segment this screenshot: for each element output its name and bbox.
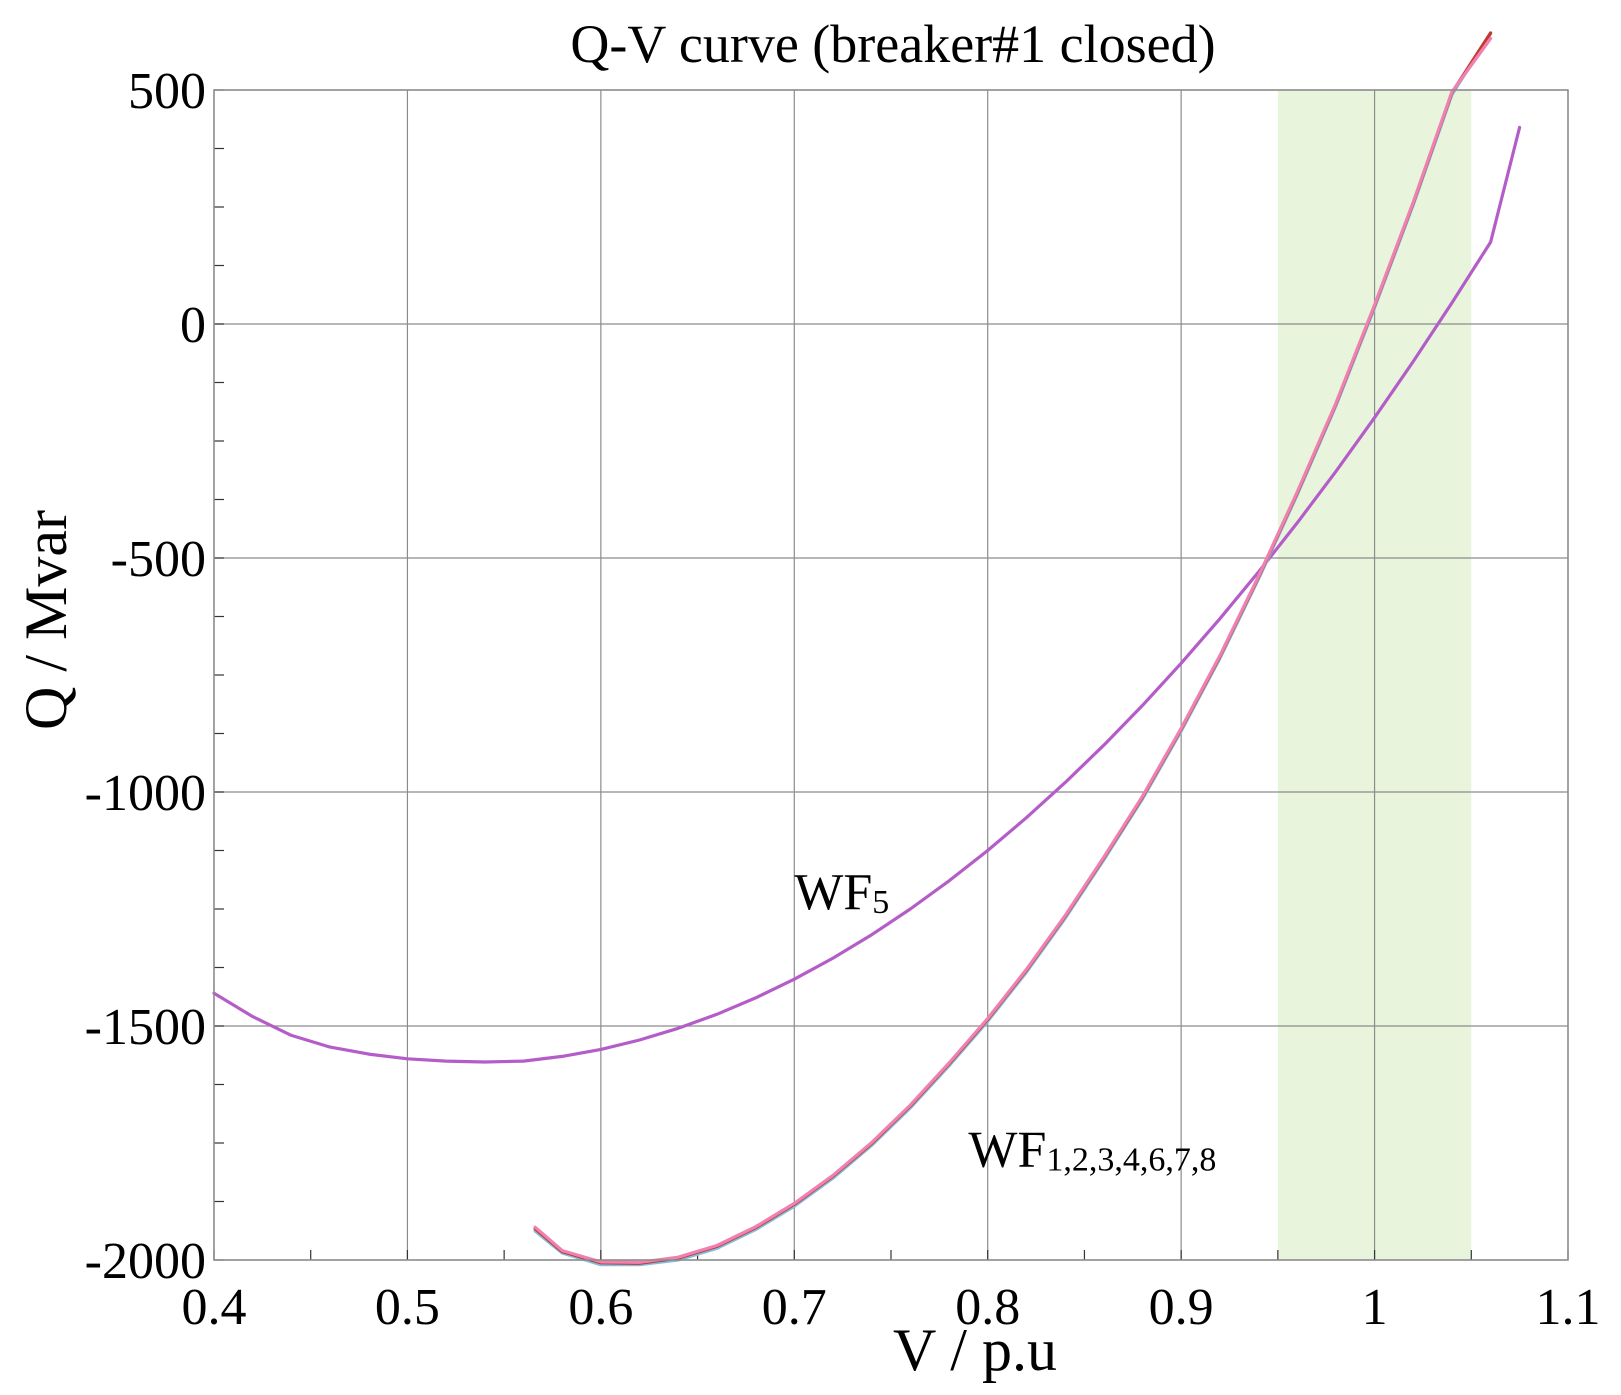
x-tick-label: 0.5: [375, 1279, 440, 1336]
series-line-1: [212, 125, 1522, 1064]
x-tick-labels: 0.4 0.5 0.6 0.7 0.8 0.9 1 1.1: [182, 1279, 1601, 1336]
x-tick-label: 0.6: [568, 1279, 633, 1336]
y-tick-label: -1500: [85, 999, 206, 1056]
y-axis-label: Q / Mvar: [13, 510, 79, 730]
x-tick-label: 1: [1362, 1279, 1388, 1336]
x-tick-label: 0.9: [1149, 1279, 1214, 1336]
y-tick-label: -500: [111, 531, 206, 588]
y-tick-label: -2000: [85, 1233, 206, 1290]
y-tick-label: -1000: [85, 765, 206, 822]
tick-layer: [213, 89, 1569, 1261]
series-annotation: WF5: [794, 864, 889, 921]
x-tick-label: 0.7: [762, 1279, 827, 1336]
annotation-text: WF: [794, 864, 872, 921]
y-tick-label: 0: [180, 297, 206, 354]
x-tick-label: 0.4: [182, 1279, 247, 1336]
chart-title: Q-V curve (breaker#1 closed): [570, 14, 1215, 74]
x-tick-label: 0.8: [955, 1279, 1020, 1336]
x-tick-label: 1.1: [1536, 1279, 1601, 1336]
plot-frame: [213, 89, 1569, 1261]
y-tick-label: 500: [128, 63, 206, 120]
series-line-4: [533, 36, 1493, 1264]
annotation-subscript: 1,2,3,4,6,7,8: [1046, 1141, 1216, 1178]
series-layer: [212, 31, 1522, 1267]
series-annotation: WF1,2,3,4,6,7,8: [968, 1121, 1216, 1178]
annotation-subscript: 5: [872, 884, 889, 921]
x-axis-label: V / p.u: [893, 1317, 1057, 1383]
y-tick-labels: -2000 -1500 -1000 -500 0 500: [85, 63, 206, 1290]
annotation-text: WF: [968, 1121, 1046, 1178]
